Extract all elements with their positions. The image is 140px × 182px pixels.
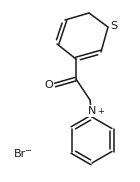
Text: −: − <box>24 147 31 155</box>
Text: +: + <box>97 108 104 116</box>
Text: S: S <box>110 21 117 31</box>
Text: N: N <box>88 106 96 116</box>
Text: O: O <box>44 80 53 90</box>
Text: Br: Br <box>14 149 26 159</box>
